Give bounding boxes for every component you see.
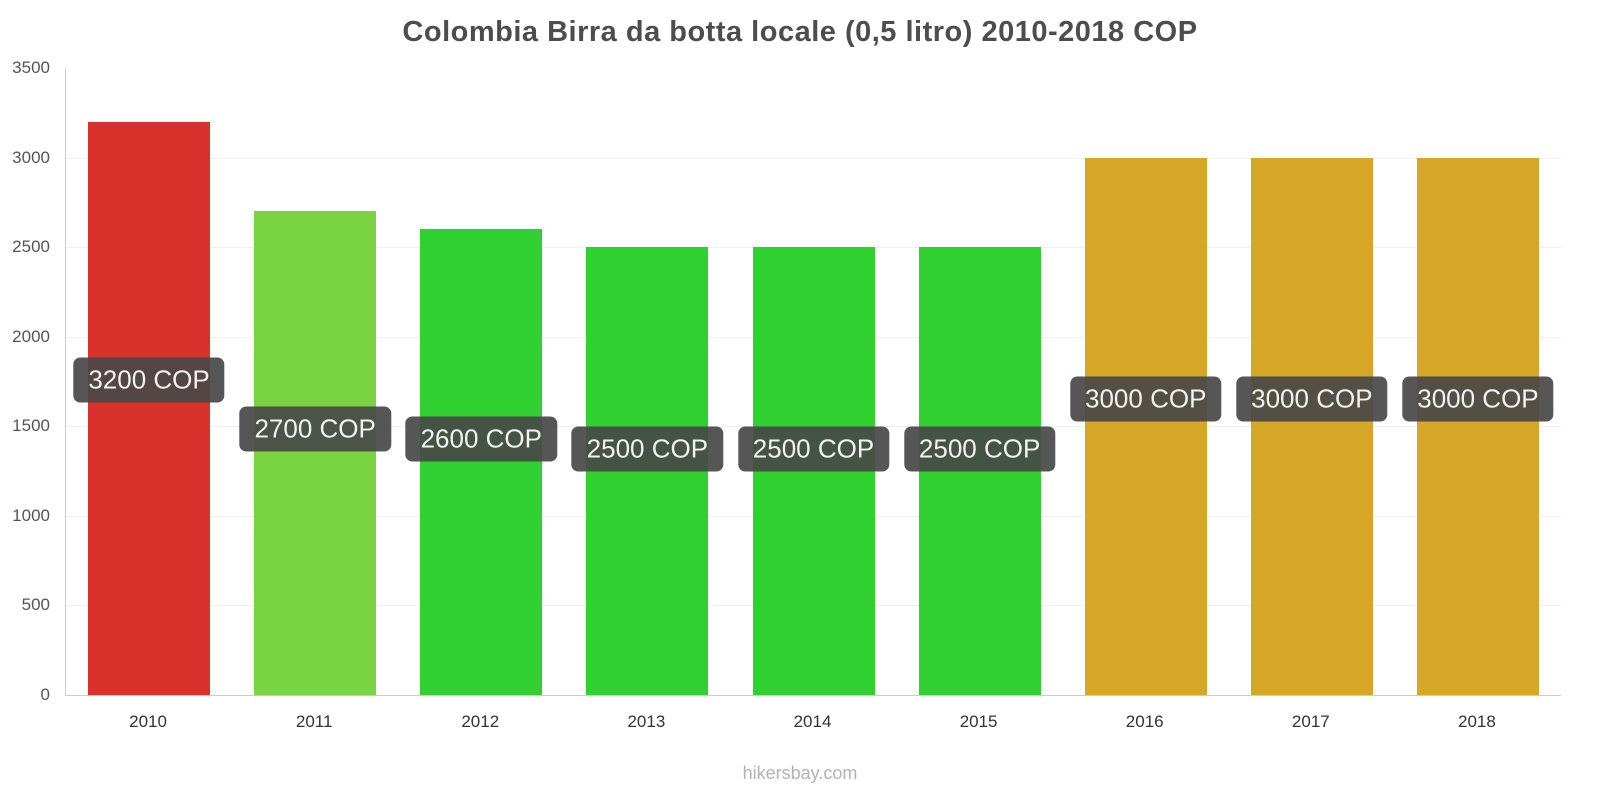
bar-value-label-2010: 3200 COP: [73, 357, 225, 403]
y-tick-label-3000: 3000: [12, 147, 50, 167]
chart-title: Colombia Birra da botta locale (0,5 litr…: [402, 16, 1198, 48]
x-tick-label-2013: 2013: [627, 712, 666, 731]
x-tick-label-2016: 2016: [1125, 712, 1164, 731]
bar-2010[interactable]: [88, 121, 211, 695]
bar-value-label-2013: 2500 COP: [571, 426, 724, 472]
bar-2012[interactable]: [420, 229, 543, 695]
bar-2016[interactable]: [1084, 157, 1207, 695]
y-tick-label-0: 0: [40, 685, 50, 704]
bar-2017[interactable]: [1250, 157, 1373, 695]
x-tick-label-2015: 2015: [959, 712, 998, 731]
y-tick-label-3500: 3500: [12, 58, 50, 77]
x-tick-label-2010: 2010: [129, 712, 167, 731]
bar-value-label-2015: 2500 COP: [903, 426, 1056, 472]
bar-value-label-2018: 3000 COP: [1402, 376, 1554, 422]
bar-value-label-2014: 2500 COP: [737, 426, 890, 472]
bar-value-label-2017: 3000 COP: [1236, 376, 1388, 422]
x-tick-label-2018: 2018: [1458, 712, 1496, 731]
watermark-text: hikersbay.com: [742, 763, 858, 783]
bar-2018[interactable]: [1416, 157, 1539, 695]
y-axis: 0 500 1000 1500 2000 2500 3000 3500: [0, 58, 56, 704]
x-tick-label-2011: 2011: [295, 712, 333, 731]
y-tick-label-1500: 1500: [12, 416, 50, 436]
y-tick-label-500: 500: [21, 595, 50, 615]
bar-value-label-2011: 2700 COP: [239, 406, 391, 452]
bar-value-label-2016: 3000 COP: [1070, 376, 1222, 422]
y-tick-label-1000: 1000: [12, 505, 50, 525]
bar-2011[interactable]: [254, 211, 377, 695]
y-tick-label-2000: 2000: [12, 326, 50, 346]
x-tick-label-2012: 2012: [461, 712, 500, 731]
x-tick-label-2017: 2017: [1291, 712, 1330, 731]
plot-area: 3200 COP 2700 COP 2600 COP 2500 COP 2500 COP…: [65, 68, 1561, 696]
x-tick-label-2014: 2014: [793, 712, 832, 731]
gridline-3000: [66, 157, 1561, 159]
y-tick-label-2500: 2500: [12, 237, 50, 257]
bar-value-label-2012: 2600 COP: [405, 416, 557, 462]
x-axis: 2010 2011 2012 2013 2014 2015 2016 2017 2018: [65, 696, 1560, 736]
